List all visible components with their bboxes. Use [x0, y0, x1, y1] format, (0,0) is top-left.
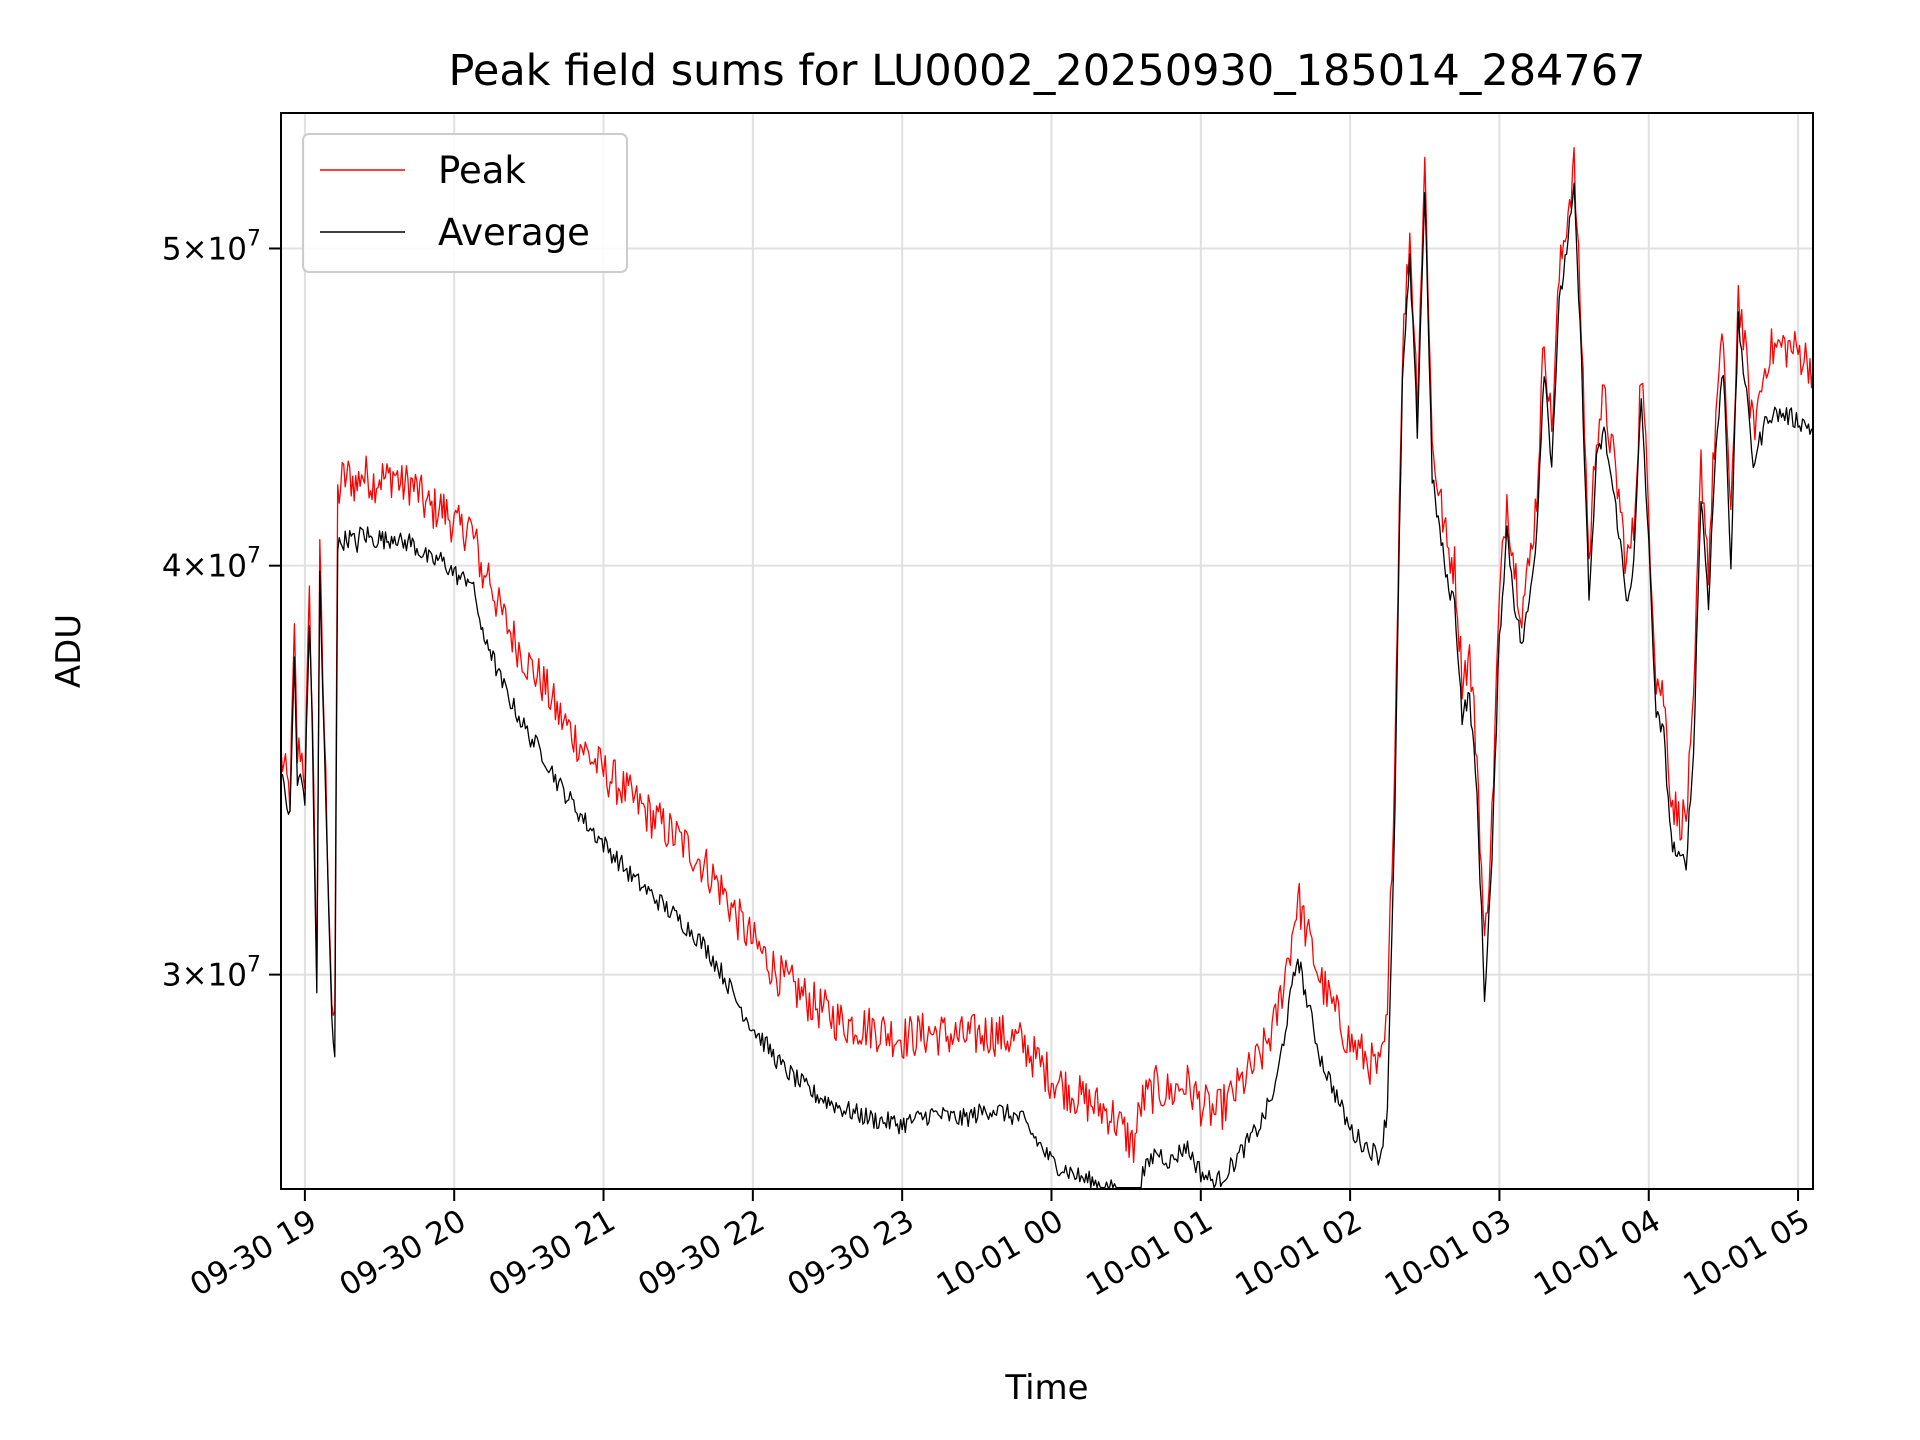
y-axis: 3×107 4×107 5×107	[162, 226, 281, 994]
legend: Peak Average	[302, 133, 628, 273]
legend-peak-label: Peak	[438, 149, 526, 192]
series-line-peak	[280, 147, 1814, 1164]
chart-title: Peak field sums for LU0002_20250930_1850…	[448, 46, 1645, 96]
y-tick-label-2: 5×107	[162, 226, 261, 267]
grid	[281, 113, 1813, 1189]
x-axis-label: Time	[1004, 1368, 1088, 1408]
legend-average-label: Average	[438, 211, 590, 254]
series-line-average	[280, 182, 1814, 1189]
y-axis-label: ADU	[49, 614, 89, 688]
y-tick-label-0: 3×107	[162, 953, 261, 994]
legend-box	[302, 133, 628, 273]
y-tick-label-1: 4×107	[162, 544, 261, 585]
plot-frame	[280, 112, 1814, 1190]
series-layer	[280, 147, 1814, 1189]
